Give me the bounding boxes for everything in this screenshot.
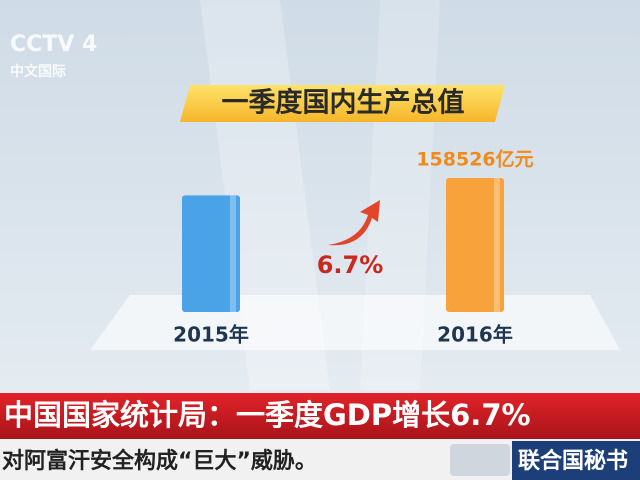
bar-shine <box>230 195 236 312</box>
ticker-text: 对阿富汗安全构成“巨大”威胁。 <box>2 448 317 474</box>
bar <box>182 195 240 312</box>
title-plate <box>180 85 505 122</box>
x-tick-label: 2016年 <box>437 323 513 347</box>
platform <box>90 295 620 350</box>
chart-title: 一季度国内生产总值 <box>222 87 465 119</box>
ticker-next-box <box>512 441 640 480</box>
ticker-next: 联合国秘书 <box>518 448 628 474</box>
chart: 2015年 158526亿元 2016年 <box>173 148 534 347</box>
x-tick-label: 2015年 <box>173 323 249 347</box>
annotation: 6.7% <box>317 251 384 279</box>
banner-text: 中国国家统计局：一季度GDP增长6.7% <box>4 398 531 432</box>
bar <box>446 178 504 312</box>
growth-arrow <box>328 200 380 246</box>
ticker-logo <box>450 444 510 476</box>
logo: CCTV 4 <box>10 32 97 57</box>
value-label: 158526亿元 <box>416 148 533 171</box>
banner <box>0 393 640 439</box>
bar-shine <box>494 178 500 312</box>
logo-subtitle: 中文国际 <box>10 63 66 80</box>
